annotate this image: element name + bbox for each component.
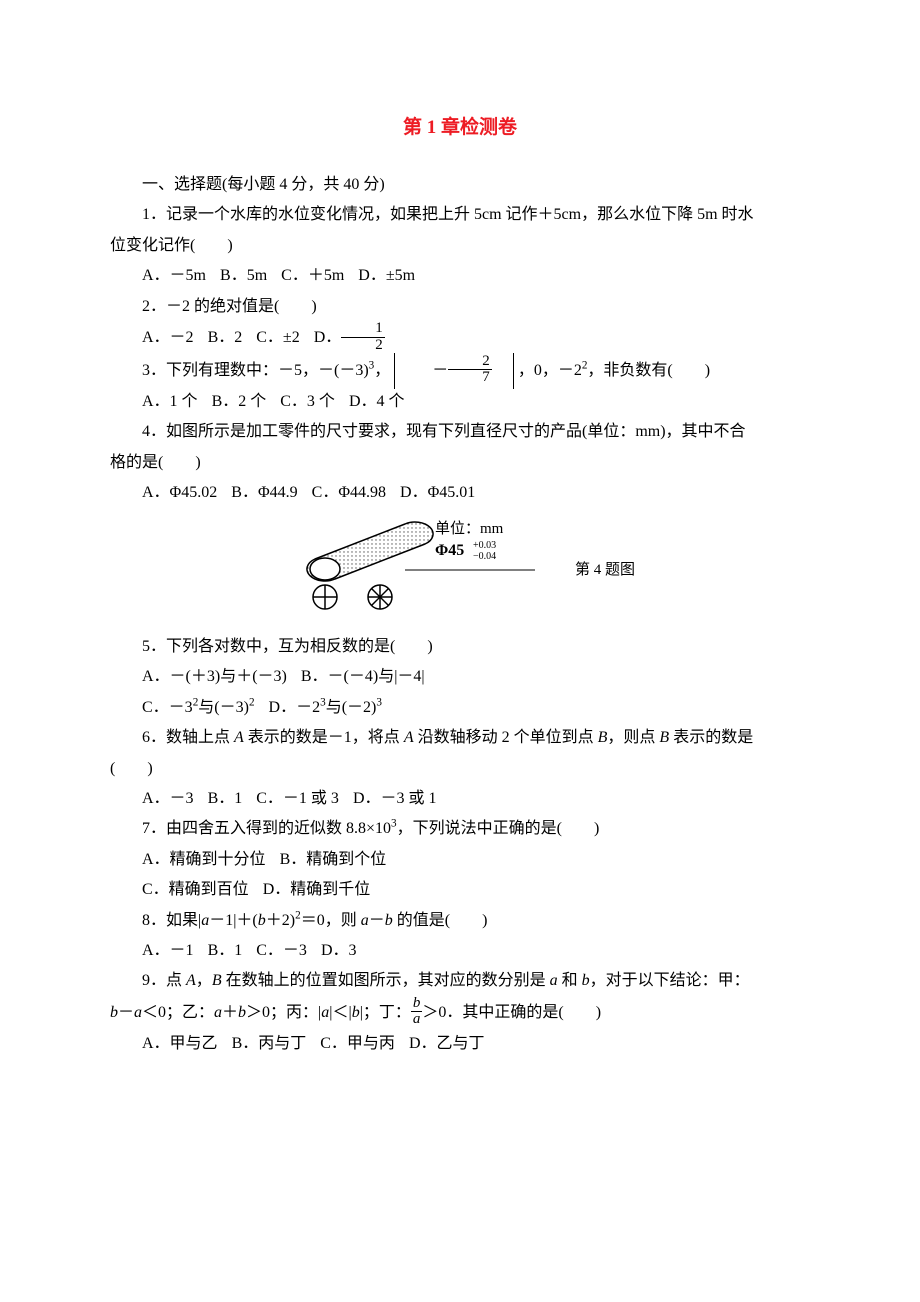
- q3-opt-b: B．2 个: [212, 393, 267, 410]
- fraction-num: 1: [341, 321, 385, 337]
- q4-opt-d: D．Φ45.01: [400, 484, 475, 501]
- svg-text:Φ45: Φ45: [435, 542, 464, 559]
- q4-opt-b: B．Φ44.9: [231, 484, 297, 501]
- q4-figure-caption: 第 4 题图: [575, 556, 635, 585]
- q6-options: A．－3 B．1 C．－1 或 3 D．－3 或 1: [110, 784, 810, 814]
- q8-options: A．－1 B．1 C．－3 D．3: [110, 936, 810, 966]
- q7-stem: 7．由四舍五入得到的近似数 8.8×103，下列说法中正确的是( ): [110, 814, 810, 844]
- q1-opt-b: B．5m: [220, 267, 267, 284]
- q6-opt-d: D．－3 或 1: [353, 790, 437, 807]
- q2-opt-a: A．－2: [142, 329, 194, 346]
- q6-paren: ( ): [110, 754, 810, 784]
- q7-opt-b: B．精确到个位: [280, 851, 387, 868]
- q4-stem-line2: 格的是( ): [110, 448, 810, 478]
- q7-opt-d: D．精确到千位: [263, 881, 371, 898]
- q5-opt-b: B．－(－4)与|－4|: [301, 668, 425, 685]
- svg-text:−0.04: −0.04: [473, 551, 496, 562]
- fraction-den: a: [411, 1011, 423, 1028]
- q9-options: A．甲与乙 B．丙与丁 C．甲与丙 D．乙与丁: [110, 1029, 810, 1059]
- q3-opt-d: D．4 个: [349, 393, 405, 410]
- q3-stem-d: ，非负数有( ): [587, 361, 710, 378]
- q2-stem: 2．－2 的绝对值是( ): [110, 292, 810, 322]
- q7-options-row1: A．精确到十分位 B．精确到个位: [110, 845, 810, 875]
- q7-options-row2: C．精确到百位 D．精确到千位: [110, 875, 810, 905]
- section-1-heading: 一、选择题(每小题 4 分，共 40 分): [110, 170, 810, 200]
- q5-opt-a: A．－(＋3)与＋(－3): [142, 668, 287, 685]
- q4-options: A．Φ45.02 B．Φ44.9 C．Φ44.98 D．Φ45.01: [110, 478, 810, 508]
- q3-opt-c: C．3 个: [280, 393, 335, 410]
- q4-opt-a: A．Φ45.02: [142, 484, 217, 501]
- q2-opt-d: D．12: [314, 329, 385, 346]
- q5-opt-c: C．－32与(－3)2: [142, 699, 255, 716]
- q4-figure: 单位：mm Φ45 +0.03 −0.04: [285, 515, 545, 626]
- q8-opt-d: D．3: [321, 942, 357, 959]
- fraction-den: 7: [448, 369, 492, 386]
- q8-opt-b: B．1: [208, 942, 243, 959]
- part-diagram-icon: 单位：mm Φ45 +0.03 −0.04: [285, 515, 545, 615]
- q6-opt-b: B．1: [208, 790, 243, 807]
- q1-stem-line1: 1．记录一个水库的水位变化情况，如果把上升 5cm 记作＋5cm，那么水位下降 …: [110, 200, 810, 230]
- page: 第 1 章检测卷 一、选择题(每小题 4 分，共 40 分) 1．记录一个水库的…: [0, 0, 920, 1302]
- q4-stem-line1: 4．如图所示是加工零件的尺寸要求，现有下列直径尺寸的产品(单位：mm)，其中不合: [110, 417, 810, 447]
- q2-opt-b: B．2: [208, 329, 243, 346]
- fraction-num: b: [411, 996, 423, 1012]
- q3-stem: 3．下列有理数中：－5，－(－3)3， －27 ，0，－22，非负数有( ): [110, 355, 810, 388]
- q1-stem-line2: 位变化记作( ): [110, 231, 810, 261]
- q4-opt-c: C．Φ44.98: [312, 484, 386, 501]
- q6-stem: 6．数轴上点 A 表示的数是－1，将点 A 沿数轴移动 2 个单位到点 B，则点…: [110, 723, 810, 753]
- q5-options-row1: A．－(＋3)与＋(－3) B．－(－4)与|－4|: [110, 662, 810, 692]
- q2-options: A．－2 B．2 C．±2 D．12: [110, 322, 810, 355]
- q2-opt-c: C．±2: [256, 329, 299, 346]
- q3-opt-a: A．1 个: [142, 393, 198, 410]
- q6-opt-c: C．－1 或 3: [256, 790, 339, 807]
- q1-options: A．－5m B．5m C．＋5m D．±5m: [110, 261, 810, 291]
- q2-opt-d-pre: D．: [314, 329, 342, 346]
- q9-stem-line2: b－a＜0；乙：a＋b＞0；丙：|a|＜|b|；丁：ba＞0．其中正确的是( ): [110, 997, 810, 1030]
- q5-opt-d: D．－23与(－2)3: [269, 699, 382, 716]
- q3-stem-b: ，: [374, 361, 390, 378]
- q4-figure-row: 单位：mm Φ45 +0.03 −0.04 第 4 题图: [110, 515, 810, 626]
- q5-options-row2: C．－32与(－3)2 D．－23与(－2)3: [110, 693, 810, 723]
- q7-opt-c: C．精确到百位: [142, 881, 249, 898]
- q1-opt-a: A．－5m: [142, 267, 206, 284]
- fraction: ba: [411, 996, 423, 1029]
- fig-unit-label: 单位：mm: [435, 520, 504, 537]
- q9-opt-a: A．甲与乙: [142, 1035, 218, 1052]
- q9-opt-d: D．乙与丁: [409, 1035, 485, 1052]
- q7-opt-a: A．精确到十分位: [142, 851, 266, 868]
- q3-options: A．1 个 B．2 个 C．3 个 D．4 个: [110, 387, 810, 417]
- q8-stem: 8．如果|a－1|＋(b＋2)2＝0，则 a－b 的值是( ): [110, 906, 810, 936]
- q8-opt-a: A．－1: [142, 942, 194, 959]
- fraction: 27: [448, 354, 492, 387]
- q3-stem-a: 3．下列有理数中：－5，－(－3): [142, 361, 369, 378]
- q6-opt-a: A．－3: [142, 790, 194, 807]
- q9-opt-c: C．甲与丙: [320, 1035, 395, 1052]
- fraction: 12: [341, 321, 385, 354]
- q5-stem: 5．下列各对数中，互为相反数的是( ): [110, 632, 810, 662]
- abs-value: －27: [394, 355, 514, 388]
- q1-opt-d: D．±5m: [358, 267, 415, 284]
- q9-opt-b: B．丙与丁: [232, 1035, 307, 1052]
- fraction-num: 2: [448, 354, 492, 370]
- q1-opt-c: C．＋5m: [281, 267, 344, 284]
- svg-text:+0.03: +0.03: [473, 540, 496, 551]
- q3-stem-c: ，0，－2: [518, 361, 582, 378]
- q9-stem-line1: 9．点 A，B 在数轴上的位置如图所示，其对应的数分别是 a 和 b，对于以下结…: [110, 966, 810, 996]
- fraction-den: 2: [341, 337, 385, 354]
- chapter-title: 第 1 章检测卷: [110, 110, 810, 146]
- q8-opt-c: C．－3: [256, 942, 307, 959]
